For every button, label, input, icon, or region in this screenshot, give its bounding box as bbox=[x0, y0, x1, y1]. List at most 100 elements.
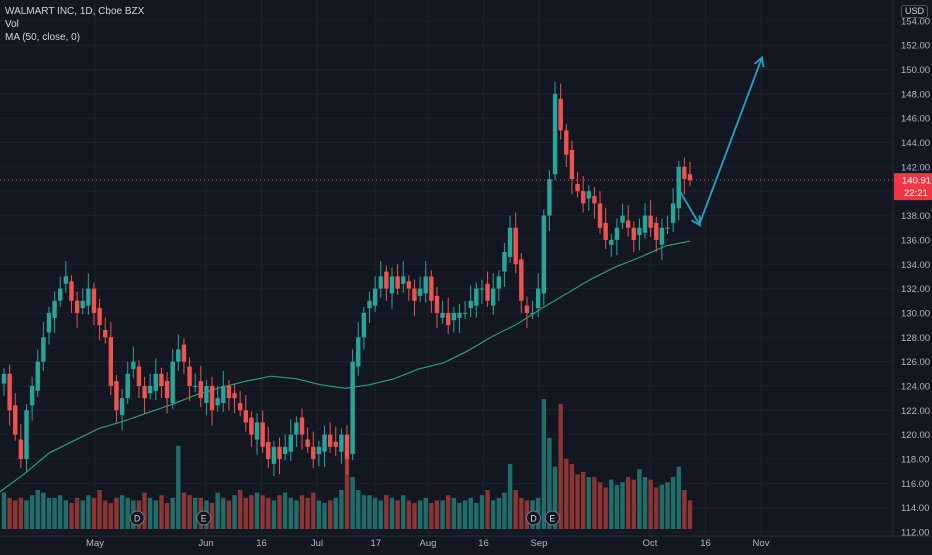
candle-body bbox=[620, 215, 625, 223]
ma-indicator-label[interactable]: MA (50, close, 0) bbox=[5, 32, 81, 43]
candle-body bbox=[142, 385, 147, 399]
price-axis[interactable]: 112.00 114.00 116.00 118.00 120.00 122.00 124.… bbox=[892, 0, 932, 539]
price-tick-label: 136.00 bbox=[901, 235, 930, 246]
candle-body bbox=[35, 361, 40, 391]
volume-bar bbox=[181, 492, 187, 529]
candle-body bbox=[305, 439, 310, 447]
time-axis[interactable]: May Jun 16 Jul 17 Aug 16 Sep Oct 16 Nov bbox=[0, 535, 932, 550]
volume-bar bbox=[631, 479, 636, 529]
volume-bar bbox=[401, 495, 406, 529]
price-axis-bg bbox=[893, 0, 932, 536]
candle-body bbox=[18, 439, 24, 459]
candle bbox=[490, 273, 496, 315]
volume-bar bbox=[305, 497, 310, 529]
candle bbox=[547, 169, 552, 231]
volume-bar bbox=[513, 490, 518, 529]
candle bbox=[468, 285, 473, 318]
candle-body bbox=[569, 149, 575, 180]
price-tick-label: 118.00 bbox=[901, 454, 929, 465]
volume-bar bbox=[479, 495, 485, 529]
candle-body bbox=[63, 276, 69, 284]
candle bbox=[322, 425, 327, 467]
candle-body bbox=[91, 288, 97, 313]
candle-body bbox=[524, 305, 530, 313]
candle bbox=[277, 437, 282, 475]
candle-body bbox=[125, 373, 130, 399]
volume-bar bbox=[474, 503, 479, 529]
candle bbox=[637, 218, 642, 251]
candle bbox=[451, 306, 457, 333]
candle bbox=[552, 81, 558, 181]
volume-indicator-label[interactable]: Vol bbox=[5, 19, 19, 30]
time-tick-label: 16 bbox=[256, 538, 267, 549]
drawing-annotations[interactable] bbox=[676, 55, 765, 227]
volume-bar bbox=[63, 500, 69, 529]
candle bbox=[159, 367, 164, 399]
volume-bar bbox=[221, 497, 226, 529]
volume-bar bbox=[344, 458, 350, 529]
candle-body bbox=[277, 446, 282, 459]
candle bbox=[63, 261, 69, 293]
volume-bar bbox=[592, 477, 597, 529]
candle-body bbox=[614, 227, 620, 240]
volume-bar bbox=[468, 497, 473, 529]
candle bbox=[372, 276, 378, 312]
trend-arrow bbox=[699, 55, 765, 224]
candle-body bbox=[423, 276, 428, 294]
candle-body bbox=[159, 373, 164, 386]
earnings-marker[interactable]: E bbox=[544, 510, 560, 526]
volume-bar bbox=[294, 500, 299, 529]
candle-body bbox=[356, 337, 361, 367]
dividend-marker[interactable]: D bbox=[129, 510, 145, 526]
candle bbox=[288, 419, 293, 461]
candle-body bbox=[401, 276, 406, 284]
volume-bar bbox=[260, 495, 265, 529]
candle bbox=[524, 296, 530, 329]
candle bbox=[592, 186, 597, 219]
candle bbox=[609, 233, 614, 257]
candle bbox=[97, 298, 102, 341]
symbol-title[interactable]: WALMART INC, 1D, Cboe BZX bbox=[5, 6, 145, 17]
candle bbox=[311, 431, 316, 469]
candle-body bbox=[485, 283, 490, 301]
volume-bar bbox=[58, 495, 63, 529]
candle-body bbox=[209, 385, 215, 411]
candle bbox=[226, 379, 232, 411]
candle bbox=[192, 373, 198, 393]
candle bbox=[462, 300, 468, 320]
price-tick-label: 138.00 bbox=[901, 211, 930, 222]
candle bbox=[603, 207, 608, 250]
candle-body bbox=[13, 405, 18, 435]
candle-body bbox=[378, 276, 383, 289]
candle bbox=[237, 390, 243, 417]
dividend-marker[interactable]: D bbox=[525, 510, 541, 526]
volume-bar bbox=[423, 497, 428, 529]
earnings-marker[interactable]: E bbox=[196, 510, 212, 526]
candle-body bbox=[389, 276, 395, 294]
price-tick-label: 116.00 bbox=[901, 479, 929, 490]
candle bbox=[333, 426, 338, 456]
candle-body bbox=[254, 422, 260, 440]
candle-body bbox=[637, 227, 642, 236]
candle-body bbox=[299, 417, 305, 435]
volume-bar bbox=[164, 503, 170, 529]
volume-bar bbox=[558, 404, 563, 529]
volume-bar bbox=[29, 495, 35, 529]
candle-body bbox=[294, 422, 299, 435]
price-tick-label: 142.00 bbox=[901, 162, 930, 173]
candle-body bbox=[1, 373, 7, 384]
candle-body bbox=[406, 281, 412, 289]
volume-bar bbox=[361, 495, 367, 529]
candle bbox=[164, 371, 170, 414]
marker-label: E bbox=[549, 514, 555, 524]
volume-bar bbox=[367, 495, 372, 529]
candle bbox=[513, 212, 518, 274]
candle bbox=[344, 425, 350, 475]
candle bbox=[147, 373, 153, 400]
candle-body bbox=[204, 385, 209, 403]
currency-badge[interactable]: USD bbox=[901, 5, 929, 18]
current-price-value: 140.91 bbox=[902, 176, 931, 187]
